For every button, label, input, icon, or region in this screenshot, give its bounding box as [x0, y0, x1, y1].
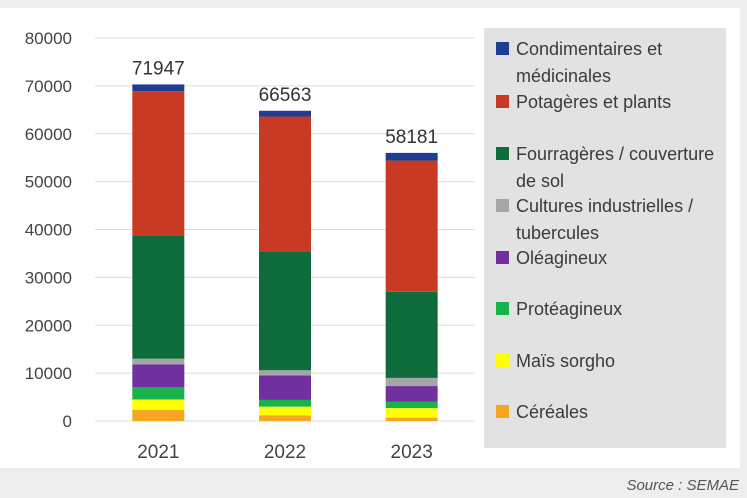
- bar-segment: [132, 84, 185, 92]
- bar-segment: [385, 386, 438, 402]
- legend: Condimentaires et médicinales Potagères e…: [484, 28, 726, 448]
- bar-segment: [259, 116, 311, 253]
- legend-label: Fourragères / couverture de sol: [516, 144, 715, 191]
- chart-panel: 0 10000 20000 30000 40000 50000 60000 70000 8000…: [0, 8, 740, 468]
- bar-segment: [259, 252, 311, 371]
- bar-segment: [385, 417, 438, 421]
- bar-segment: [385, 160, 438, 292]
- y-tick-label: 10000: [25, 364, 72, 383]
- legend-label: Céréales: [516, 402, 589, 422]
- bar-segment: [385, 377, 438, 387]
- bar-total-label: 66563: [259, 85, 312, 106]
- bar-segment: [132, 364, 185, 388]
- y-tick-label: 40000: [25, 221, 72, 240]
- bar-segment: [385, 291, 438, 378]
- legend-label: Oléagineux: [516, 248, 608, 268]
- legend-swatch: [496, 147, 509, 160]
- bar-segment: [385, 408, 438, 418]
- legend-swatch: [496, 354, 509, 367]
- bar-segment: [259, 370, 311, 376]
- legend-swatch: [496, 42, 509, 55]
- stacked-bar-chart: 0 10000 20000 30000 40000 50000 60000 70000 8000…: [25, 29, 475, 463]
- x-tick-label: 2021: [137, 442, 179, 463]
- y-tick-label: 0: [63, 412, 72, 431]
- y-tick-label: 60000: [25, 125, 72, 144]
- x-tick-label: 2022: [264, 442, 306, 463]
- bar-segment: [132, 91, 185, 236]
- y-tick-label: 50000: [25, 173, 72, 192]
- bar-segment: [259, 399, 311, 407]
- bar-segment: [132, 409, 185, 421]
- legend-label: Protéagineux: [516, 299, 623, 319]
- bar-segment: [132, 399, 185, 410]
- bar-segment: [132, 387, 185, 400]
- legend-label: Maïs sorgho: [516, 351, 616, 371]
- bar-total-label: 58181: [385, 127, 438, 148]
- legend-swatch: [496, 251, 509, 264]
- bar-segment: [259, 415, 311, 421]
- legend-label: Potagères et plants: [516, 92, 672, 112]
- x-tick-label: 2023: [391, 442, 433, 463]
- bar-segment: [385, 152, 438, 161]
- bar-segment: [259, 406, 311, 416]
- source-note: Source : SEMAE: [626, 477, 739, 494]
- legend-swatch: [496, 95, 509, 108]
- legend-swatch: [496, 302, 509, 315]
- bar-total-label: 71947: [132, 58, 185, 79]
- legend-swatch: [496, 405, 509, 418]
- y-tick-label: 70000: [25, 77, 72, 96]
- legend-label: Condimentaires et médicinales: [516, 39, 663, 86]
- bar-segment: [132, 235, 185, 359]
- legend-swatch: [496, 199, 509, 212]
- bar-segment: [385, 401, 438, 409]
- y-tick-label: 20000: [25, 316, 72, 335]
- bar-segment: [259, 375, 311, 400]
- bar-segment: [132, 358, 185, 365]
- y-tick-label: 80000: [25, 29, 72, 48]
- y-tick-label: 30000: [25, 268, 72, 287]
- legend-label: Cultures industrielles / tubercules: [516, 196, 694, 243]
- bar-segment: [259, 110, 311, 117]
